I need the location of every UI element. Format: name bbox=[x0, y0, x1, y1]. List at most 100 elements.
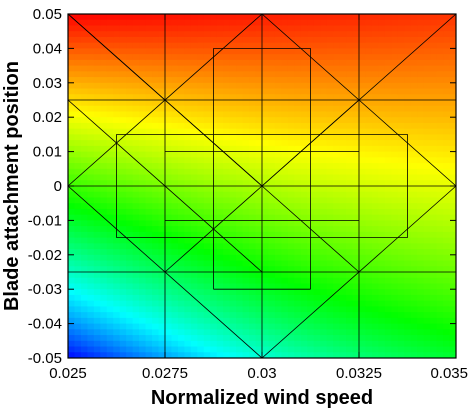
heat-cell bbox=[404, 105, 412, 113]
heat-cell bbox=[417, 180, 425, 187]
heat-cell bbox=[333, 31, 341, 38]
heat-cell bbox=[384, 111, 392, 118]
heat-cell bbox=[139, 82, 147, 90]
heat-cell bbox=[391, 197, 399, 204]
heat-cell bbox=[145, 19, 153, 27]
heat-cell bbox=[132, 65, 140, 72]
heat-cell bbox=[152, 294, 160, 302]
heat-cell bbox=[152, 306, 160, 313]
heat-cell bbox=[397, 168, 405, 176]
heat-cell bbox=[274, 352, 282, 358]
heat-cell bbox=[74, 157, 82, 164]
heat-cell bbox=[132, 226, 140, 233]
heat-cell bbox=[326, 151, 334, 158]
heat-cell bbox=[249, 82, 257, 90]
heat-cell bbox=[229, 117, 237, 124]
heat-cell bbox=[68, 237, 76, 244]
heat-cell bbox=[126, 140, 134, 147]
heat-cell bbox=[126, 105, 134, 113]
heat-cell bbox=[132, 94, 140, 101]
heat-cell bbox=[281, 283, 289, 290]
heat-cell bbox=[126, 300, 134, 307]
heat-cell bbox=[423, 14, 431, 21]
heat-cell bbox=[339, 14, 347, 21]
heat-cell bbox=[190, 111, 198, 118]
heat-cell bbox=[384, 335, 392, 342]
heat-cell bbox=[145, 94, 153, 101]
heat-cell bbox=[177, 249, 185, 256]
heat-cell bbox=[165, 191, 173, 199]
heat-cell bbox=[184, 335, 192, 342]
heat-cell bbox=[352, 128, 360, 135]
heat-cell bbox=[87, 19, 95, 27]
heat-cell bbox=[184, 134, 192, 141]
heat-cell bbox=[274, 71, 282, 78]
heat-cell bbox=[436, 100, 444, 107]
heat-cell bbox=[307, 335, 315, 342]
heat-cell bbox=[93, 145, 101, 153]
heat-cell bbox=[171, 14, 179, 21]
heat-cell bbox=[100, 323, 108, 330]
heat-cell bbox=[391, 335, 399, 342]
heat-cell bbox=[397, 289, 405, 296]
heat-cell bbox=[236, 174, 244, 181]
heat-cell bbox=[93, 352, 101, 358]
heat-cell bbox=[119, 294, 127, 302]
heat-cell bbox=[236, 71, 244, 78]
heat-cell bbox=[378, 88, 386, 95]
heat-cell bbox=[333, 231, 341, 239]
heat-cell bbox=[397, 100, 405, 107]
heat-cell bbox=[294, 186, 302, 193]
heat-cell bbox=[87, 249, 95, 256]
heat-cell bbox=[184, 226, 192, 233]
heat-cell bbox=[242, 260, 250, 267]
heat-cell bbox=[339, 243, 347, 250]
heat-cell bbox=[281, 266, 289, 273]
heat-cell bbox=[249, 197, 257, 204]
heat-cell bbox=[236, 300, 244, 307]
heat-cell bbox=[80, 145, 88, 153]
heat-cell bbox=[223, 48, 231, 55]
heat-cell bbox=[106, 88, 114, 95]
heat-cell bbox=[365, 19, 373, 27]
heat-cell bbox=[294, 14, 302, 21]
heat-cell bbox=[255, 31, 263, 38]
heat-cell bbox=[93, 19, 101, 27]
heat-cell bbox=[119, 208, 127, 216]
heat-cell bbox=[313, 208, 321, 216]
heat-cell bbox=[365, 48, 373, 55]
heat-cell bbox=[294, 65, 302, 72]
heat-cell bbox=[417, 231, 425, 239]
heat-cell bbox=[320, 14, 328, 21]
heat-cell bbox=[378, 151, 386, 158]
heat-cell bbox=[223, 249, 231, 256]
heat-cell bbox=[152, 168, 160, 176]
heat-cell bbox=[184, 31, 192, 38]
heat-cell bbox=[139, 168, 147, 176]
heat-cell bbox=[346, 82, 354, 90]
heat-cell bbox=[300, 186, 308, 193]
heat-cell bbox=[68, 191, 76, 199]
heat-cell bbox=[106, 77, 114, 84]
heat-cell bbox=[404, 249, 412, 256]
heat-cell bbox=[210, 19, 218, 27]
heat-cell bbox=[294, 48, 302, 55]
heat-cell bbox=[449, 283, 456, 290]
heat-cell bbox=[423, 140, 431, 147]
heat-cell bbox=[93, 77, 101, 84]
heat-cell bbox=[80, 317, 88, 325]
heat-cell bbox=[384, 145, 392, 153]
heat-cell bbox=[197, 231, 205, 239]
heat-cell bbox=[139, 266, 147, 273]
heat-cell bbox=[294, 317, 302, 325]
heat-cell bbox=[300, 289, 308, 296]
heat-cell bbox=[423, 25, 431, 32]
heat-cell bbox=[249, 300, 257, 307]
heat-cell bbox=[262, 346, 270, 353]
heat-cell bbox=[100, 48, 108, 55]
heat-cell bbox=[436, 88, 444, 95]
heat-cell bbox=[145, 163, 153, 170]
heat-cell bbox=[274, 122, 282, 130]
heat-cell bbox=[339, 65, 347, 72]
heat-cell bbox=[80, 306, 88, 313]
